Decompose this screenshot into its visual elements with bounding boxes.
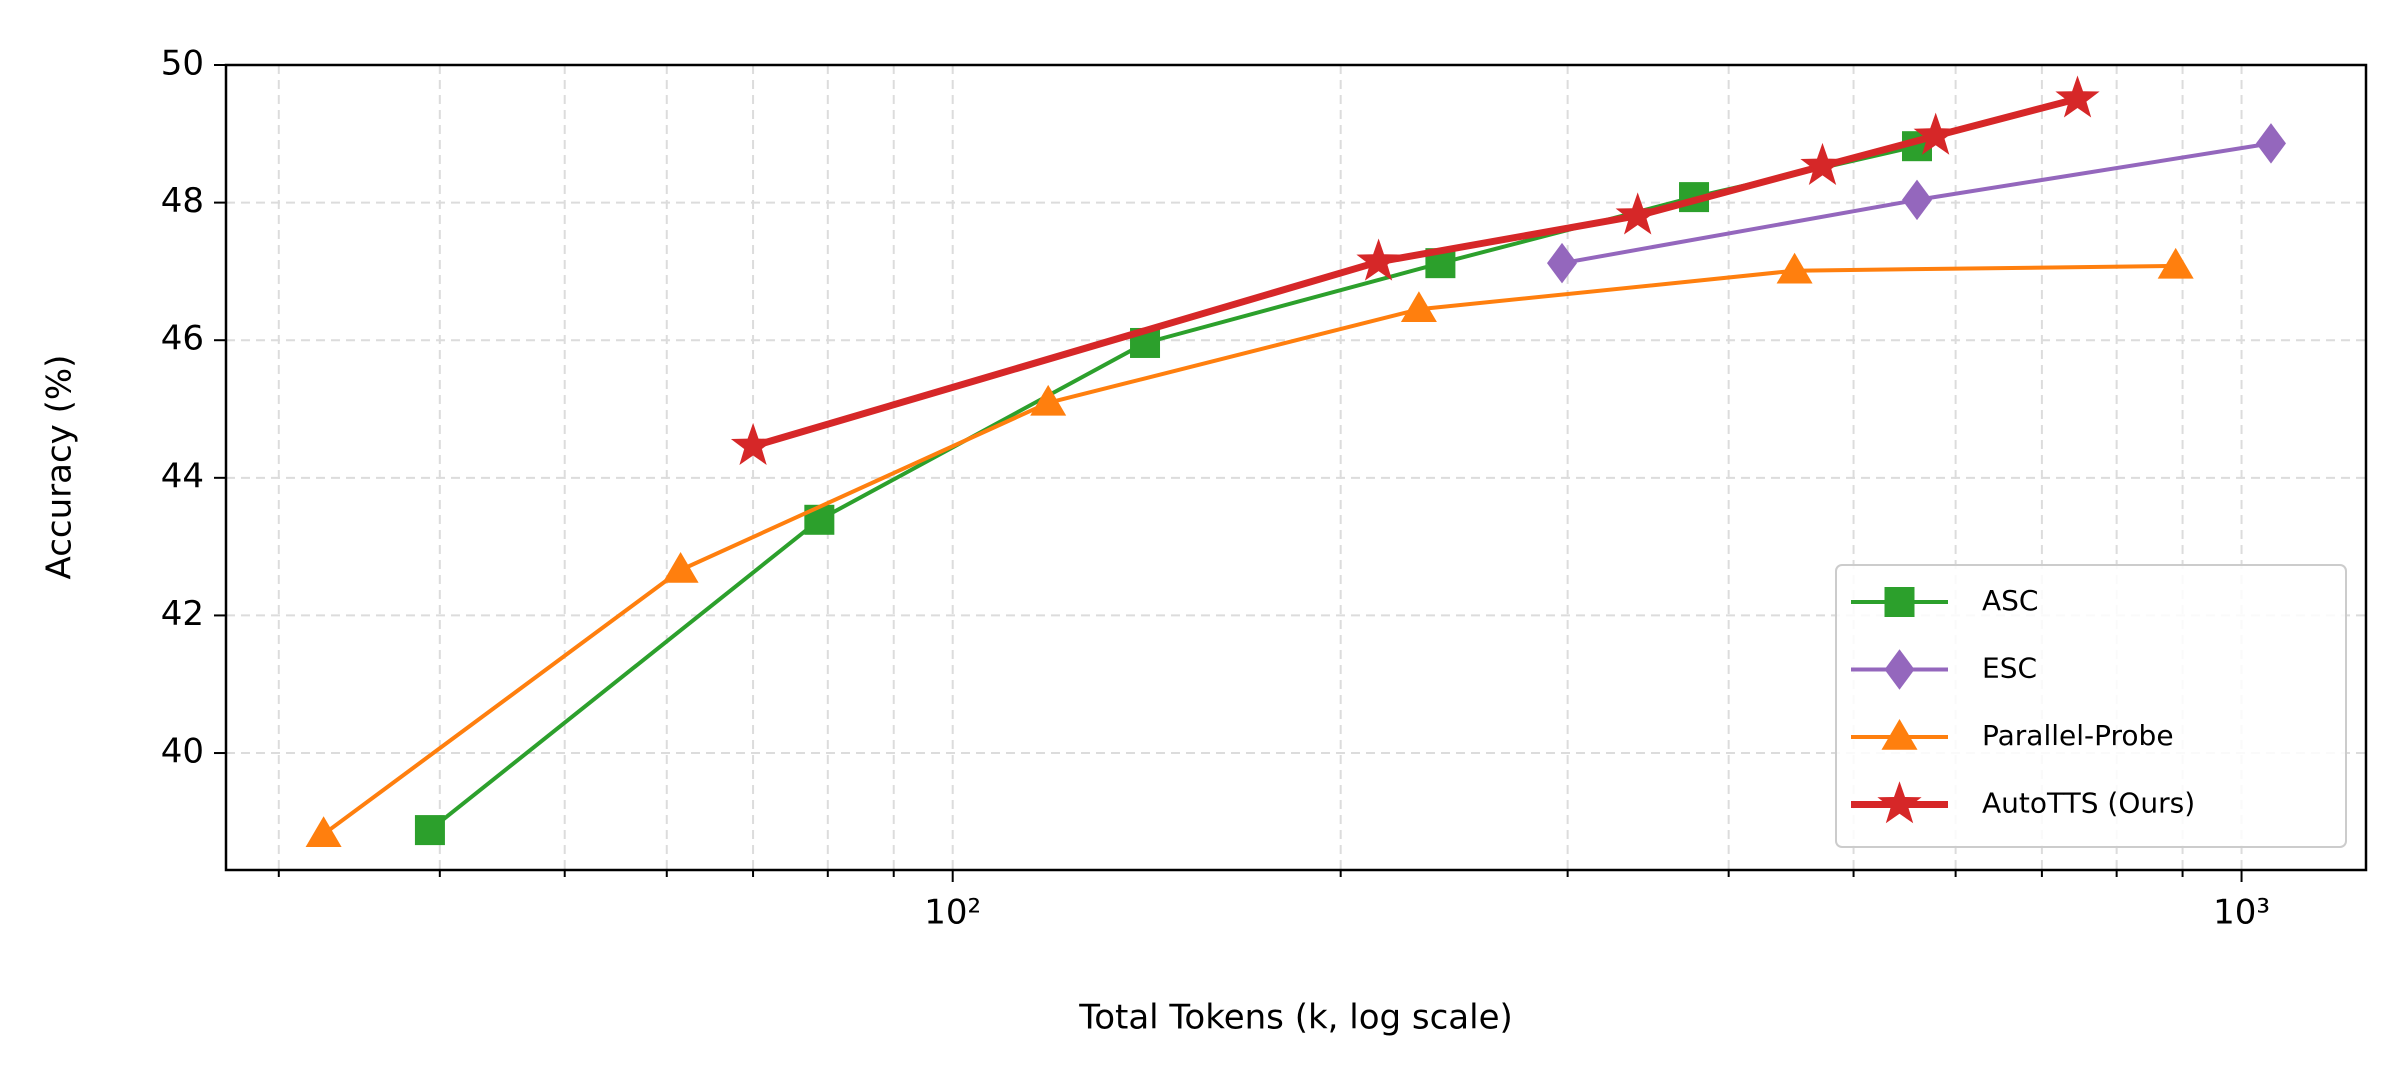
series-line bbox=[322, 263, 2176, 836]
legend: ASC ESC Parallel-Probe AutoTTS (Ours) bbox=[1835, 564, 2347, 848]
data-point bbox=[1400, 291, 1437, 323]
legend-marker bbox=[1884, 649, 1915, 690]
y-tick-label: 42 bbox=[161, 594, 204, 634]
y-tick-label: 44 bbox=[161, 456, 204, 496]
data-point bbox=[2255, 123, 2286, 164]
x-axis-label: Total Tokens (k, log scale) bbox=[1078, 998, 1513, 1038]
data-point bbox=[1030, 384, 1067, 416]
y-tick-label: 46 bbox=[161, 319, 204, 359]
data-point bbox=[1615, 192, 1660, 235]
x-tick-label: 10² bbox=[924, 893, 981, 933]
data-point bbox=[1547, 242, 1578, 284]
data-point bbox=[414, 815, 445, 846]
data-point bbox=[730, 422, 776, 465]
y-tick-label: 48 bbox=[161, 181, 204, 221]
data-point bbox=[1800, 142, 1845, 185]
legend-marker bbox=[1877, 781, 1922, 824]
series-line bbox=[752, 95, 2079, 450]
data-point bbox=[2157, 247, 2194, 279]
data-point bbox=[804, 504, 835, 535]
legend-label: ESC bbox=[1982, 652, 2037, 685]
x-tick-label: 10³ bbox=[2213, 893, 2270, 933]
data-point bbox=[662, 552, 699, 583]
legend-label: AutoTTS (Ours) bbox=[1982, 787, 2195, 820]
legend-label: ASC bbox=[1982, 584, 2038, 617]
plot-frame bbox=[224, 63, 2368, 872]
series-line bbox=[428, 144, 1918, 832]
data-point bbox=[1776, 252, 1813, 284]
y-axis-label: Accuracy (%) bbox=[40, 355, 80, 580]
data-point bbox=[1356, 238, 1401, 281]
y-tick-label: 40 bbox=[161, 732, 204, 772]
legend-marker bbox=[1881, 719, 1918, 750]
data-point bbox=[305, 816, 342, 847]
legend-label: Parallel-Probe bbox=[1982, 719, 2174, 752]
data-point bbox=[2055, 75, 2100, 118]
y-tick-label: 50 bbox=[161, 44, 204, 84]
data-point bbox=[1913, 112, 1958, 155]
legend-box bbox=[1835, 564, 2347, 848]
data-point bbox=[1901, 179, 1932, 221]
legend-marker bbox=[1884, 587, 1915, 617]
